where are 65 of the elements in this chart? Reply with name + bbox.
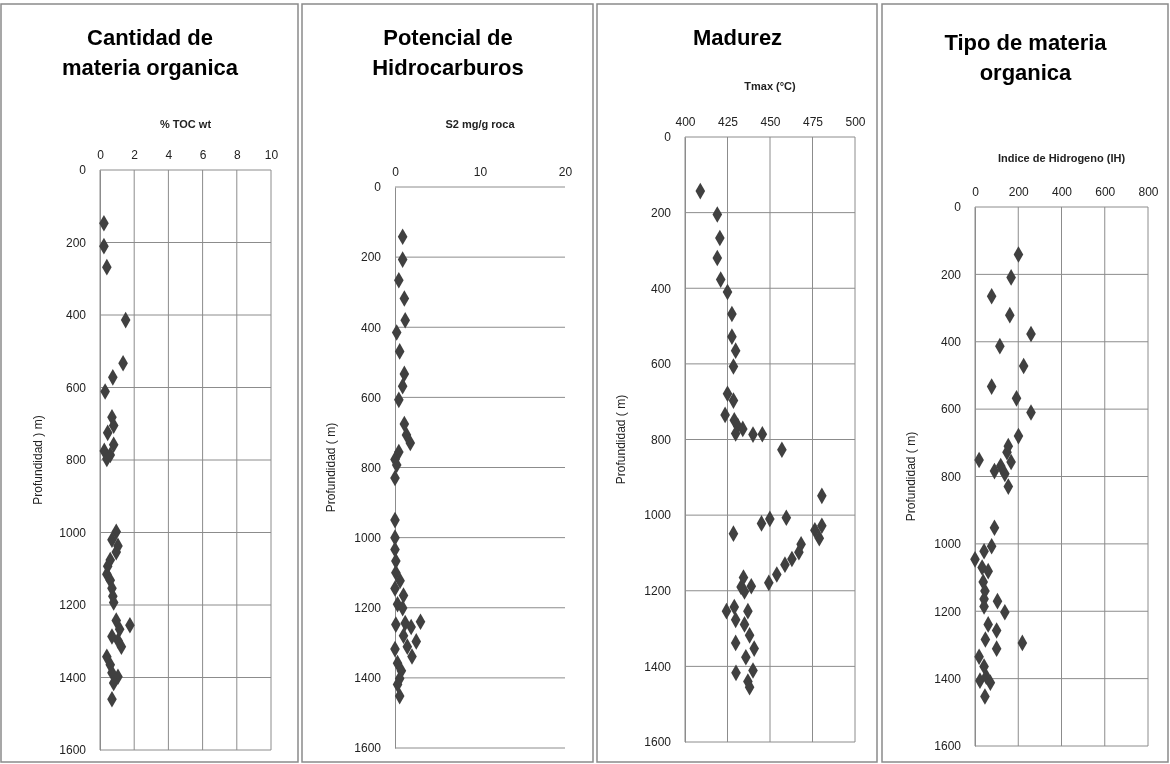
chart-title: Cantidad de materia organica	[61, 25, 239, 80]
x-tick-label: 200	[1008, 185, 1030, 199]
y-tick-label: 800	[360, 460, 382, 475]
x-tick-label: 0	[97, 148, 105, 162]
y-tick-label: 1400	[354, 671, 382, 686]
x-tick-label: 4	[165, 148, 173, 162]
y-tick-label: 1600	[934, 739, 962, 754]
x-axis-title: Tmax (°C)	[744, 80, 797, 92]
y-tick-label: 400	[360, 320, 382, 335]
y-tick-label: 400	[65, 308, 87, 323]
chart-title: Potencial de Hidrocarburos	[372, 25, 524, 80]
y-tick-label: 1000	[354, 530, 382, 545]
y-tick-label: 800	[65, 453, 87, 468]
y-tick-label: 1000	[59, 525, 87, 540]
y-tick-label: 200	[940, 267, 962, 282]
x-tick-label: 500	[845, 115, 866, 129]
y-tick-label: 200	[360, 250, 382, 265]
y-tick-label: 1400	[644, 659, 672, 674]
x-tick-label: 400	[1051, 185, 1073, 199]
y-tick-label: 1000	[644, 508, 672, 523]
y-tick-label: 1600	[644, 735, 672, 750]
y-tick-label: 1400	[59, 670, 87, 685]
y-tick-label: 200	[65, 235, 87, 250]
y-axis-title: Profundidad ( m)	[904, 431, 918, 522]
x-tick-label: 10	[473, 165, 488, 179]
y-tick-label: 800	[650, 432, 672, 447]
x-tick-label: 425	[717, 115, 739, 129]
x-tick-label: 2	[131, 148, 139, 162]
x-axis-title: S2 mg/g roca	[445, 118, 516, 130]
y-tick-label: 1600	[354, 741, 382, 756]
y-tick-label: 0	[954, 200, 962, 215]
y-tick-label: 600	[360, 390, 382, 405]
y-tick-label: 1200	[644, 584, 672, 599]
x-tick-label: 0	[972, 185, 980, 199]
y-tick-label: 200	[650, 205, 672, 220]
x-tick-label: 20	[558, 165, 573, 179]
x-tick-label: 400	[675, 115, 696, 129]
y-tick-label: 1200	[934, 604, 962, 619]
x-tick-label: 800	[1138, 185, 1159, 199]
chart-title: Madurez	[692, 25, 783, 50]
x-axis-title: Indice de Hidrogeno (IH)	[997, 152, 1126, 164]
y-tick-label: 400	[650, 281, 672, 296]
y-tick-label: 1000	[934, 537, 962, 552]
x-tick-label: 0	[392, 165, 400, 179]
x-tick-label: 475	[802, 115, 824, 129]
x-tick-label: 8	[233, 148, 241, 162]
y-tick-label: 1200	[59, 598, 87, 613]
y-tick-label: 800	[940, 469, 962, 484]
x-tick-label: 10	[264, 148, 279, 162]
x-axis-title: % TOC wt	[159, 118, 212, 130]
y-axis-title: Profundidad ( m)	[324, 422, 338, 513]
y-tick-label: 1400	[934, 671, 962, 686]
y-tick-label: 400	[940, 335, 962, 350]
y-tick-label: 1200	[354, 601, 382, 616]
chart-title: Tipo de materia organica	[944, 30, 1108, 85]
y-tick-label: 0	[664, 130, 672, 145]
y-axis-title: Profundidad ( m)	[614, 394, 628, 485]
x-tick-label: 450	[760, 115, 781, 129]
y-tick-label: 600	[940, 402, 962, 417]
y-tick-label: 600	[65, 380, 87, 395]
y-tick-label: 1600	[59, 743, 87, 758]
x-tick-label: 600	[1095, 185, 1116, 199]
y-tick-label: 600	[650, 357, 672, 372]
y-axis-title: Profundidad ) m)	[31, 415, 45, 505]
x-tick-label: 6	[199, 148, 207, 162]
